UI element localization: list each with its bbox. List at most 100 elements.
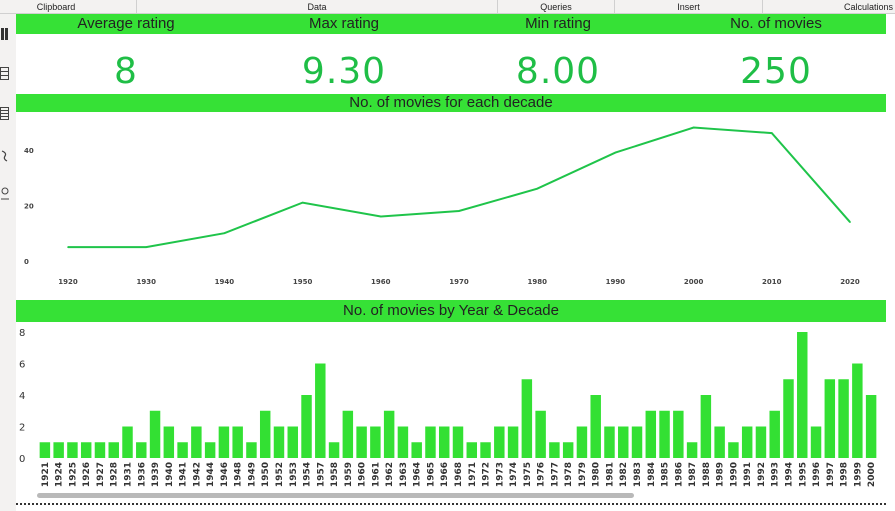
model-view-icon[interactable] <box>0 106 10 120</box>
bar-x-tick-label: 1984 <box>647 462 657 487</box>
bar <box>618 426 629 458</box>
bar-x-tick-label: 1944 <box>206 462 216 487</box>
bar-x-tick-label: 1982 <box>619 462 629 487</box>
bar <box>273 426 285 458</box>
bar <box>315 363 326 458</box>
kpi-title-max-rating: Max rating <box>308 15 380 32</box>
bar-x-tick-label: 1949 <box>247 462 257 487</box>
bar-x-tick-label: 1946 <box>220 462 230 487</box>
bar-x-tick-label: 1936 <box>137 462 147 487</box>
movies-by-year-bar-chart[interactable]: 0 2 4 6 8 1921 1924 1925 1926 1927 1928 1931 1936 193… <box>16 322 886 502</box>
bar <box>562 442 574 458</box>
bar <box>411 442 422 458</box>
line-series <box>68 126 851 249</box>
bar <box>797 332 808 458</box>
bar <box>466 442 478 458</box>
bar-x-tick-label: 1990 <box>729 462 739 487</box>
bar-x-tick-label: 1987 <box>688 462 698 487</box>
bar-x-tick-label: 1978 <box>564 462 574 487</box>
bar-x-tick-label: 1977 <box>550 462 560 487</box>
bar-x-tick-label: 1995 <box>798 462 808 487</box>
bar-x-tick-label: 1928 <box>110 462 120 487</box>
line-point <box>458 210 460 212</box>
bar <box>136 442 147 458</box>
bar <box>80 442 92 458</box>
line-x-tick-label: 2010 <box>762 278 782 286</box>
bar-x-tick-label: 1960 <box>358 462 368 487</box>
bar <box>810 426 822 458</box>
line-y-tick-label: 40 <box>24 147 34 155</box>
bar <box>576 426 588 458</box>
bar-x-tick-label: 1941 <box>179 462 189 487</box>
line-x-tick-label: 1920 <box>58 278 78 286</box>
report-view-icon[interactable] <box>0 26 10 40</box>
bar <box>852 363 863 458</box>
bar <box>301 395 312 458</box>
bar <box>549 442 560 458</box>
kpi-header-bar: Average rating Max rating Min rating No.… <box>16 14 886 34</box>
bar <box>673 410 684 458</box>
bar <box>783 379 794 458</box>
bar-x-tick-label: 1999 <box>853 462 863 487</box>
bar-x-tick-label: 1924 <box>55 462 65 487</box>
bar <box>246 442 257 458</box>
line-point <box>67 246 69 248</box>
bar-x-tick-label: 1962 <box>385 462 395 487</box>
horizontal-scrollbar[interactable] <box>37 493 634 498</box>
bar-x-tick-label: 1976 <box>537 462 547 487</box>
bar-y-tick-label: 8 <box>19 328 25 339</box>
bar-x-tick-label: 1996 <box>812 462 822 487</box>
bar <box>39 442 51 458</box>
bar-x-tick-label: 1966 <box>440 462 450 487</box>
bar-x-tick-label: 1964 <box>413 462 423 487</box>
bar-x-tick-label: 1940 <box>165 462 175 487</box>
dax-query-icon[interactable] <box>0 148 10 162</box>
bar <box>631 426 643 458</box>
movies-per-decade-line-chart[interactable]: 0 20 40 1920 1930 1940 1950 1960 1970 1980 1990 200… <box>16 112 886 292</box>
bar-x-tick-label: 1965 <box>426 462 436 487</box>
bar-x-tick-label: 1939 <box>151 462 161 487</box>
kpi-title-no-of-movies: No. of movies <box>730 15 822 32</box>
tmdl-icon[interactable] <box>0 186 10 200</box>
bar-x-tick-label: 1993 <box>771 462 781 487</box>
bar <box>865 395 877 458</box>
line-x-tick-label: 1930 <box>136 278 156 286</box>
bar-x-tick-label: 1968 <box>454 462 464 487</box>
bar <box>191 426 202 458</box>
bar-x-tick-label: 1950 <box>261 462 271 487</box>
bar <box>452 426 464 458</box>
line-x-tick-label: 1970 <box>449 278 469 286</box>
bar-x-tick-label: 1952 <box>275 462 285 487</box>
bar <box>494 426 505 458</box>
bar <box>53 442 64 458</box>
bar-x-tick-label: 1942 <box>192 462 202 487</box>
bar <box>728 442 739 458</box>
line-point <box>614 151 617 154</box>
view-switcher-rail <box>0 14 15 511</box>
kpi-value-max-rating: 9.30 <box>301 51 387 92</box>
bar-x-tick-label: 1983 <box>633 462 643 487</box>
ribbon-separator <box>762 0 763 13</box>
line-chart-title: No. of movies for each decade <box>16 94 886 112</box>
canvas-bottom-border <box>16 503 886 505</box>
line-y-tick-label: 0 <box>24 258 29 266</box>
bar <box>397 426 409 458</box>
bar <box>480 442 491 458</box>
bar <box>645 410 657 458</box>
table-view-icon[interactable] <box>0 66 10 80</box>
ribbon-group-clipboard: Clipboard <box>36 2 76 12</box>
bar-x-tick-label: 1988 <box>702 462 712 487</box>
bar <box>535 410 546 458</box>
bar-x-tick-label: 1979 <box>578 462 588 487</box>
bar-x-tick-label: 1973 <box>495 462 505 487</box>
bar <box>741 426 753 458</box>
line-x-tick-label: 1960 <box>371 278 391 286</box>
bar <box>149 410 161 458</box>
bar-x-tick-label: 1986 <box>674 462 684 487</box>
bar <box>714 426 725 458</box>
ribbon-group-calculations: Calculations <box>843 2 893 12</box>
line-x-tick-label: 1950 <box>293 278 313 286</box>
kpi-title-average-rating: Average rating <box>77 15 175 32</box>
bar-y-tick-label: 0 <box>19 454 25 465</box>
bar <box>232 426 243 458</box>
